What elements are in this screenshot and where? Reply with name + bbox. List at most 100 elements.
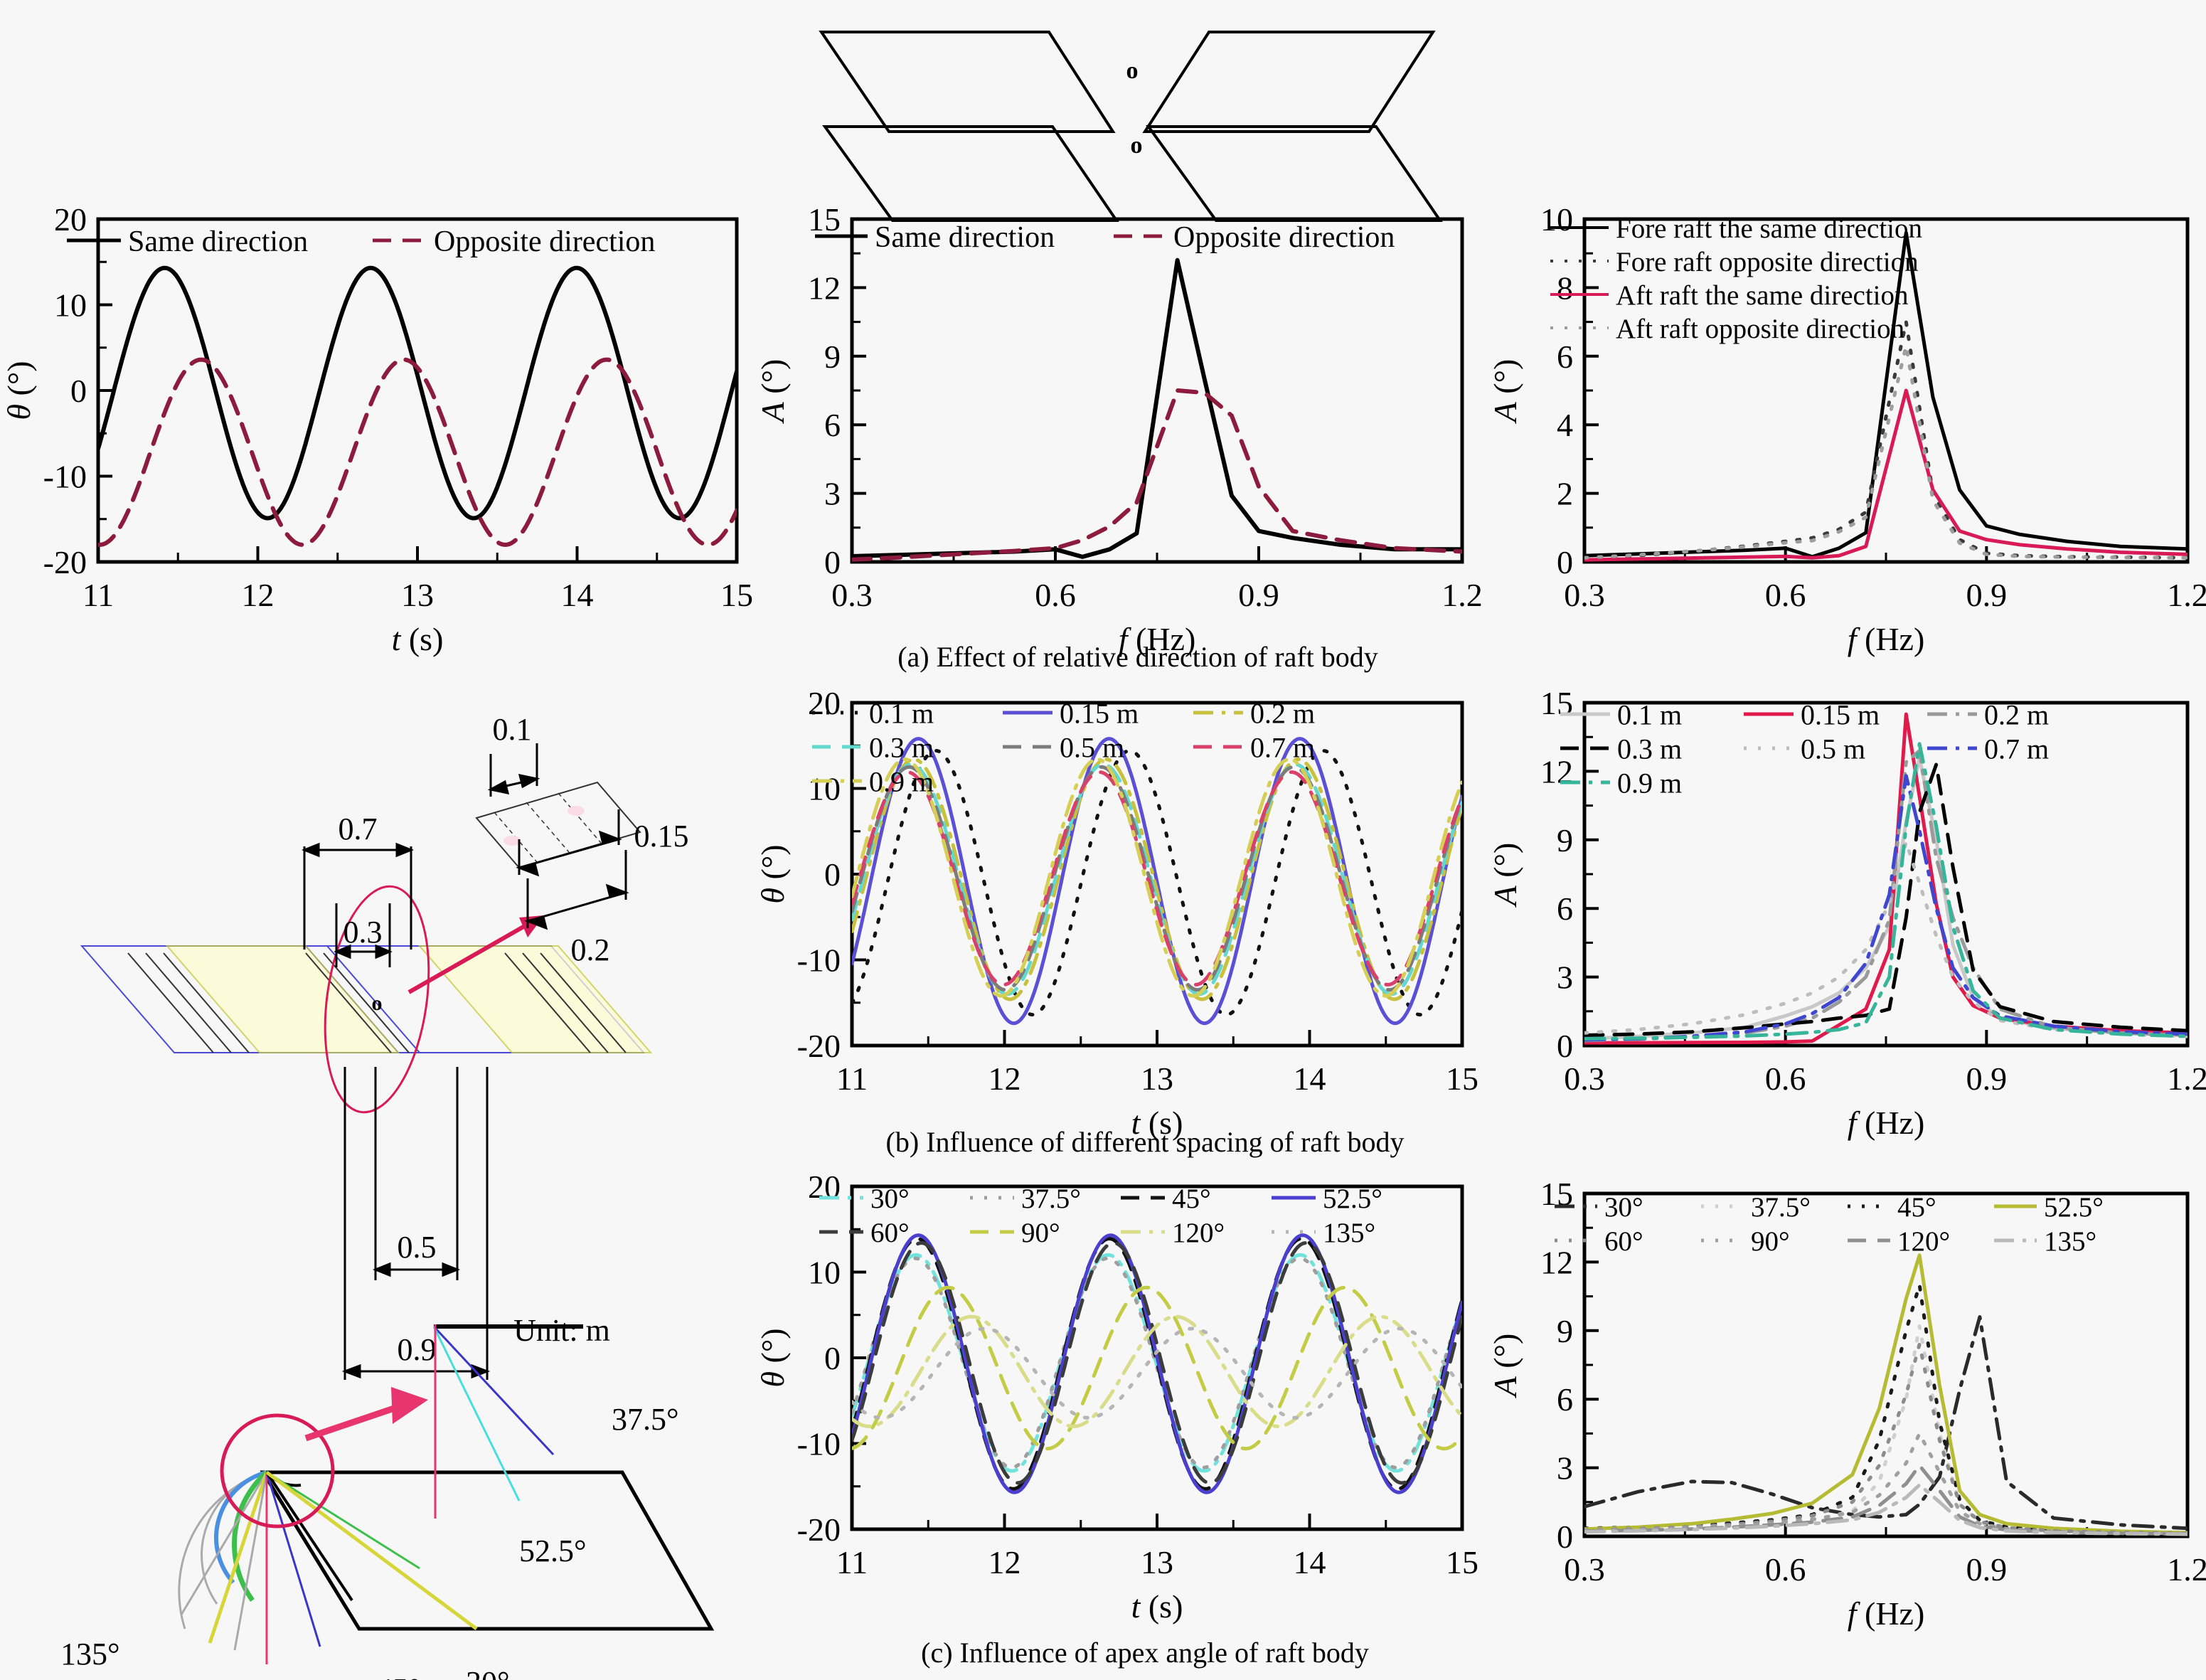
origin-label-lower: o	[1131, 132, 1143, 159]
apex-callout-arrow	[304, 1387, 428, 1442]
legend-label: 0.1 m	[869, 697, 934, 729]
schematic-four-rafts: o o	[796, 0, 1443, 222]
angle-label-52-5: 52.5°	[519, 1533, 587, 1568]
legend-label: 0.7 m	[1984, 733, 2049, 765]
legend-label: 135°	[2044, 1226, 2096, 1257]
series-line	[1584, 742, 2188, 1041]
legend-label: 0.9 m	[1617, 767, 1682, 799]
y-tick-label: 0	[824, 544, 841, 580]
x-tick-label: 13	[401, 577, 434, 613]
series-line	[852, 757, 1462, 998]
legend-label: 0.1 m	[1617, 698, 1682, 730]
y-axis-label: A (°)	[1487, 843, 1523, 908]
x-tick-label: 11	[836, 1544, 868, 1580]
series-line	[1584, 762, 2188, 1037]
series-line	[98, 357, 737, 547]
x-tick-label: 1.2	[2167, 577, 2206, 613]
apex-detail-plate	[432, 1324, 583, 1519]
series-line	[852, 757, 1462, 1001]
caption-c: (c) Influence of apex angle of raft body	[921, 1637, 1369, 1669]
y-tick-label: 20	[808, 685, 841, 721]
angle-label-135: 135°	[60, 1637, 120, 1671]
y-tick-label: 9	[824, 339, 841, 375]
chart-legend: 0.1 m 0.15 m 0.2 m 0.3 m 0.5 m 0.7 m 0.9 m	[1560, 698, 2049, 799]
angle-label-30: 30°	[466, 1665, 510, 1680]
series-line	[1584, 1342, 2188, 1536]
x-tick-label: 1.2	[2167, 1060, 2206, 1097]
x-tick-label: 0.6	[1765, 1060, 1806, 1097]
legend-label: 37.5°	[1021, 1184, 1081, 1214]
dimension-0-15: 0.15	[634, 819, 689, 854]
x-tick-label: 1.2	[2167, 1551, 2206, 1588]
legend-label: 120°	[1172, 1218, 1225, 1248]
chart-a-left: 11 12 13 14 15 -20 -10 0 10 20 t (s) θ (°) Same dire…	[1, 199, 754, 657]
legend-label: Fore raft opposite direction	[1616, 247, 1919, 277]
x-tick-label: 14	[1294, 1060, 1326, 1097]
chart-a-left-svg: 11 12 13 14 15 -20 -10 0 10 20 t (s) θ (°) Same dire…	[1, 201, 753, 657]
dimension-0-5: 0.5	[398, 1230, 437, 1265]
legend-label: Fore raft the same direction	[1616, 213, 1922, 244]
raft-plate-top-left	[819, 31, 1116, 133]
legend-label: 90°	[1021, 1218, 1060, 1248]
apex-callout-circle	[220, 1413, 335, 1529]
x-axis-label: t (s)	[1131, 1588, 1183, 1625]
y-tick-label: 9	[1557, 822, 1573, 858]
x-tick-label: 0.6	[1765, 577, 1806, 613]
series-line	[1584, 1315, 2188, 1531]
series-line	[1584, 230, 2188, 559]
y-tick-label: 6	[1557, 1381, 1573, 1418]
y-tick-label: -20	[797, 1028, 841, 1064]
y-axis-label: θ (°)	[755, 844, 791, 903]
chart-c-mid: 11 12 13 14 15 -20 -10 0 10 20 t (s) θ (°) 30° 37.5° 4…	[755, 1166, 1479, 1625]
legend-label: 52.5°	[1323, 1184, 1382, 1214]
y-tick-label: 8	[1557, 270, 1573, 306]
caption-a: (a) Effect of relative direction of raft…	[897, 641, 1378, 673]
legend-label: 90°	[1751, 1226, 1790, 1257]
series-group	[852, 257, 1462, 562]
chart-legend: Same direction Opposite direction	[67, 225, 655, 258]
legend-label: Opposite direction	[434, 225, 655, 258]
series-line	[852, 1233, 1462, 1494]
x-axis-label: t (s)	[1131, 1105, 1183, 1141]
origin-label-spacing: o	[372, 991, 383, 1015]
detail-callout-circle	[324, 885, 430, 1114]
y-tick-label: 0	[70, 373, 87, 409]
schematic-apex-angles: 37.5° 52.5° 135° 120° 90° 60° 45° 30°	[21, 1174, 747, 1680]
caption-b: (b) Influence of different spacing of ra…	[885, 1126, 1405, 1158]
y-tick-label: 6	[1557, 890, 1573, 927]
legend-label: Opposite direction	[1173, 221, 1395, 254]
y-tick-label: 6	[1557, 339, 1573, 375]
x-tick-label: 12	[989, 1544, 1021, 1580]
chart-legend: Same direction Opposite direction	[815, 221, 1395, 254]
chart-c-right: 0.3 0.6 0.9 1.2 0 3 6 9 12 15 f (Hz) A (°) 30° 37.5° 4…	[1487, 1174, 2206, 1632]
x-axis-label: f (Hz)	[1848, 1105, 1925, 1141]
y-axis-label: A (°)	[1487, 359, 1523, 425]
chart-a-right-svg: 0.3 0.6 0.9 1.2 0 2 4 6 8 10 f (Hz) A (°) Fore raft …	[1487, 201, 2206, 657]
y-tick-label: 10	[54, 287, 87, 324]
legend-label: Aft raft the same direction	[1616, 280, 1909, 311]
legend-label: 60°	[870, 1218, 910, 1248]
schematic-spacing: o	[21, 669, 747, 1380]
y-tick-label: 0	[1557, 1028, 1573, 1064]
x-tick-label: 12	[242, 577, 275, 613]
x-tick-label: 0.3	[831, 577, 873, 613]
chart-legend: 0.1 m 0.15 m 0.2 m 0.3 m 0.5 m 0.7 m 0.9 m	[812, 697, 1315, 797]
raft-plane-outline	[260, 1470, 715, 1631]
dimension-0-3: 0.3	[343, 915, 383, 950]
legend-label: 135°	[1323, 1218, 1375, 1248]
series-line	[1584, 774, 2188, 1042]
y-tick-label: 12	[1540, 1244, 1573, 1280]
x-tick-label: 0.3	[1564, 1551, 1605, 1588]
x-tick-label: 15	[1446, 1544, 1478, 1580]
y-tick-label: 0	[824, 1340, 841, 1376]
raft-plate-top-right	[1142, 31, 1436, 133]
legend-label: 0.5 m	[1801, 733, 1865, 765]
chart-b-mid: 11 12 13 14 15 -20 -10 0 10 20 t (s) θ (°) 0.1 m 0.15…	[755, 683, 1479, 1141]
legend-label: 0.9 m	[869, 765, 934, 797]
series-group	[1584, 1253, 2188, 1536]
series-group	[1584, 230, 2188, 562]
series-group	[98, 265, 737, 547]
plot-frame	[96, 217, 739, 564]
